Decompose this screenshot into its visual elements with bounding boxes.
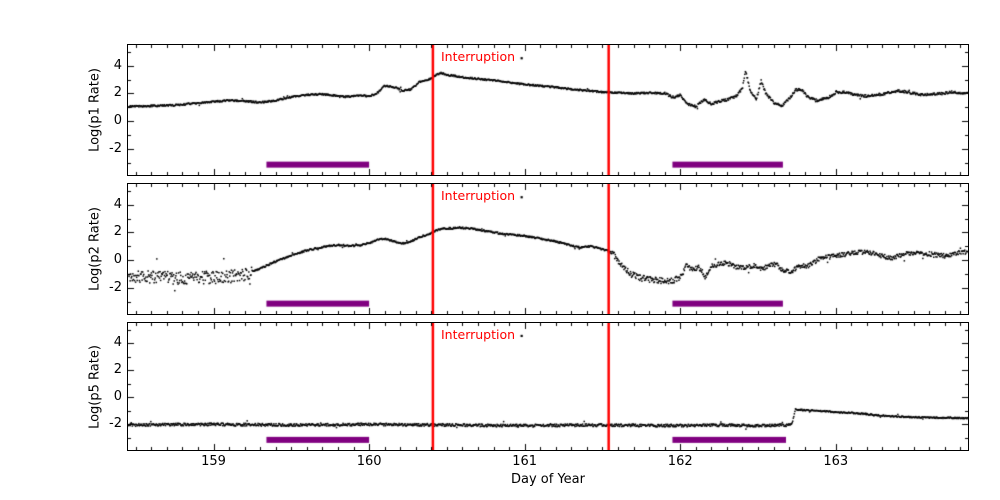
y-tick-label: 2 [113, 224, 122, 240]
y-tick-label: 4 [113, 335, 122, 351]
x-tick-label: 162 [667, 454, 693, 469]
p2-interruption-annotation: Interruption [441, 187, 516, 203]
p2-scatter-canvas [128, 184, 968, 314]
x-tick-label: 163 [823, 454, 849, 469]
p2-y-axis-label: Log(p2 Rate) [87, 207, 103, 291]
p1-y-axis-label: Log(p1 Rate) [87, 68, 103, 152]
p5-scatter-canvas [128, 323, 968, 450]
x-axis-label: Day of Year [511, 472, 585, 487]
panel-p1: Log(p1 Rate) Interruption -2 0 2 4 [88, 44, 969, 176]
panel-p5: Log(p5 Rate) Interruption -2 0 2 4 [88, 322, 969, 451]
y-tick-label: -2 [109, 140, 122, 156]
y-tick-label: 0 [113, 389, 122, 405]
y-tick-label: 0 [113, 113, 122, 129]
x-tick-label: 160 [356, 454, 382, 469]
y-tick-label: 4 [113, 57, 122, 73]
y-tick-label: 2 [113, 362, 122, 378]
p1-scatter-canvas [128, 45, 968, 175]
x-tick-label: 159 [201, 454, 226, 469]
y-tick-label: 0 [113, 252, 122, 268]
panel-p2: Log(p2 Rate) Interruption -2 0 2 4 [88, 183, 969, 315]
x-tick-labels: 159 160 161 162 163 [127, 454, 969, 470]
y-tick-label: 2 [113, 85, 122, 101]
x-tick-label: 161 [512, 454, 538, 469]
y-tick-label: -2 [109, 416, 122, 432]
y-tick-label: 4 [113, 196, 122, 212]
p5-interruption-annotation: Interruption [441, 326, 516, 342]
p1-interruption-annotation: Interruption [441, 48, 516, 64]
y-tick-label: -2 [109, 279, 122, 295]
